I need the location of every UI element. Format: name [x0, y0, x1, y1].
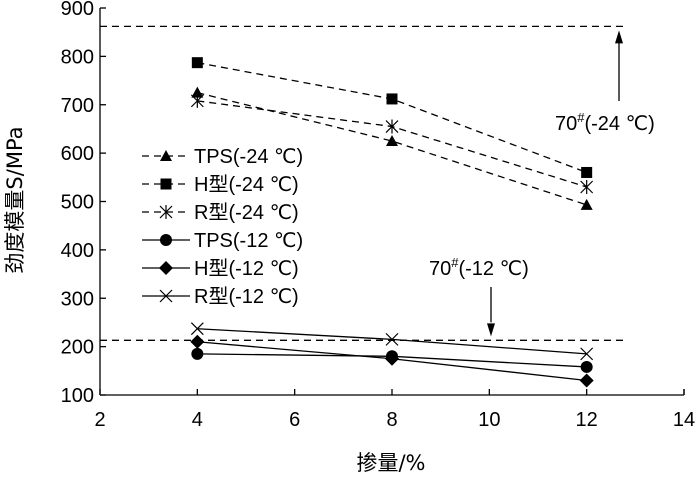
legend-label: TPS(-24 ℃) [194, 146, 303, 168]
y-tick-label: 500 [61, 192, 94, 214]
diamond-marker [579, 373, 594, 388]
x-tick-label: 6 [289, 409, 300, 431]
reference-label-minus12: 70#(-12 ℃) [429, 255, 529, 280]
y-tick-label: 200 [61, 337, 94, 359]
cross-marker [190, 322, 204, 336]
triangle-marker [191, 86, 204, 98]
y-tick-label: 600 [61, 143, 94, 165]
legend-label: H型(-24 ℃) [194, 173, 299, 196]
circle-marker [160, 234, 172, 246]
legend-item: H型(-24 ℃) [142, 173, 299, 196]
triangle-marker [580, 198, 593, 210]
cross-marker [580, 347, 594, 361]
square-marker [160, 178, 172, 190]
asterisk-marker [580, 179, 594, 194]
y-axis-label: 劲度模量S/MPa [3, 126, 27, 273]
cross-marker [159, 289, 173, 303]
series [190, 334, 594, 388]
y-tick-label: 800 [61, 46, 94, 68]
x-tick-label: 14 [673, 409, 695, 431]
legend-item: H型(-12 ℃) [142, 257, 299, 280]
square-marker [581, 166, 593, 178]
series [190, 93, 594, 194]
y-tick-label: 400 [61, 240, 94, 262]
asterisk-marker [190, 93, 204, 108]
x-tick-label: 8 [386, 409, 397, 431]
legend-label: TPS(-12 ℃) [194, 230, 303, 252]
asterisk-marker [385, 119, 399, 134]
legend-item: TPS(-24 ℃) [142, 146, 303, 168]
asterisk-marker [159, 205, 173, 219]
circle-marker [580, 360, 593, 373]
legend-label: R型(-12 ℃) [194, 285, 299, 308]
x-tick-label: 4 [192, 409, 203, 431]
x-tick-label: 12 [576, 409, 598, 431]
triangle-marker [160, 150, 172, 161]
axes: 2 4 6 8 10 12 14 100 200 300 400 500 600 700 800 900 [61, 0, 696, 431]
y-tick-label: 100 [61, 385, 94, 407]
legend-label: R型(-24 ℃) [194, 201, 299, 224]
y-tick-label: 900 [61, 0, 94, 20]
arrow-up-icon [615, 30, 623, 44]
series-layer [190, 57, 594, 388]
series [191, 57, 593, 178]
x-axis-label: 掺量/% [356, 451, 425, 475]
y-tick-label: 300 [61, 288, 94, 310]
legend-label: H型(-12 ℃) [194, 257, 299, 280]
x-tick-label: 2 [94, 409, 105, 431]
cross-marker [385, 332, 399, 346]
series-line [197, 328, 587, 355]
diamond-marker [190, 334, 205, 349]
legend: TPS(-24 ℃) H型(-24 ℃) R型(-24 ℃) TPS(-12 ℃) H型… [142, 146, 303, 308]
legend-item: TPS(-12 ℃) [142, 230, 303, 252]
legend-item: R型(-24 ℃) [142, 201, 299, 224]
diamond-marker [385, 351, 399, 366]
legend-item: R型(-12 ℃) [142, 285, 299, 308]
circle-marker [191, 347, 204, 360]
reference-lines [100, 25, 627, 341]
reference-label-minus24: 70#(-24 ℃) [555, 110, 655, 135]
y-tick-label: 700 [61, 95, 94, 117]
diamond-marker [159, 261, 173, 275]
series [190, 322, 594, 361]
x-tick-label: 10 [478, 409, 500, 431]
arrow-down-icon [487, 323, 495, 337]
square-marker [191, 57, 203, 69]
triangle-marker [386, 135, 398, 147]
square-marker [386, 93, 398, 105]
annotations: 70#(-24 ℃) 70#(-12 ℃) [429, 30, 655, 337]
